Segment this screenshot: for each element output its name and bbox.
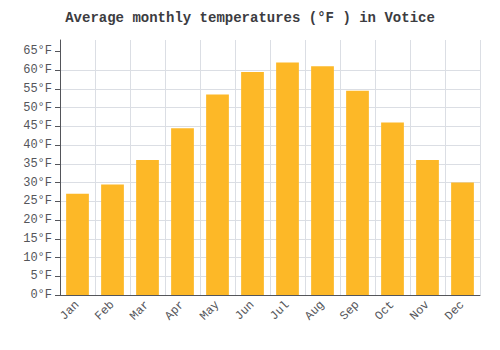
svg-text:5°F: 5°F: [30, 269, 52, 283]
svg-text:20°F: 20°F: [23, 213, 52, 227]
svg-text:10°F: 10°F: [23, 251, 52, 265]
svg-text:Mar: Mar: [127, 298, 152, 323]
svg-text:40°F: 40°F: [23, 138, 52, 152]
svg-text:Oct: Oct: [372, 298, 397, 323]
svg-text:35°F: 35°F: [23, 157, 52, 171]
svg-text:0°F: 0°F: [30, 288, 52, 302]
svg-text:Jan: Jan: [57, 298, 82, 323]
svg-text:65°F: 65°F: [23, 44, 52, 58]
svg-text:60°F: 60°F: [23, 63, 52, 77]
svg-text:Jun: Jun: [232, 298, 257, 323]
svg-text:Feb: Feb: [92, 298, 117, 323]
svg-text:Sep: Sep: [337, 298, 362, 323]
svg-text:15°F: 15°F: [23, 232, 52, 246]
svg-text:55°F: 55°F: [23, 82, 52, 96]
svg-text:Apr: Apr: [162, 298, 187, 323]
svg-text:May: May: [197, 298, 222, 323]
svg-text:Nov: Nov: [407, 298, 432, 323]
svg-text:Dec: Dec: [442, 298, 467, 323]
svg-text:30°F: 30°F: [23, 176, 52, 190]
svg-text:Jul: Jul: [267, 298, 292, 323]
svg-text:Aug: Aug: [302, 298, 327, 323]
svg-text:Average monthly temperatures (: Average monthly temperatures (°F ) in Vo…: [65, 10, 435, 26]
svg-text:45°F: 45°F: [23, 119, 52, 133]
svg-text:50°F: 50°F: [23, 101, 52, 115]
svg-text:25°F: 25°F: [23, 194, 52, 208]
